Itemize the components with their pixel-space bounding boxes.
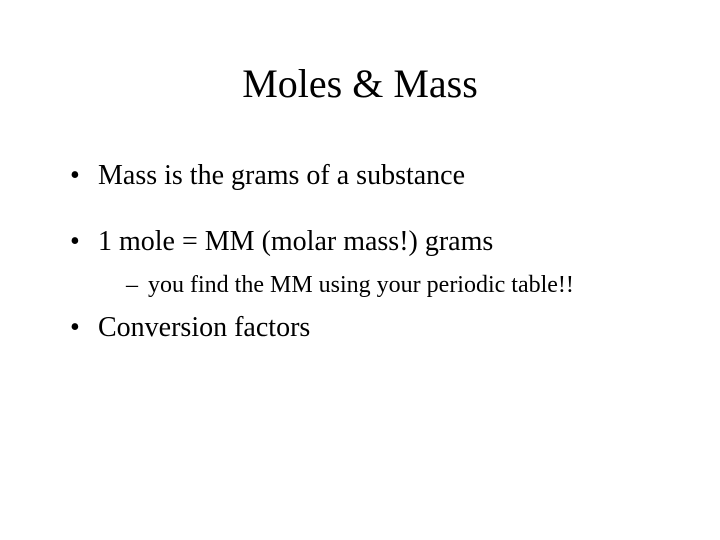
bullet-item: 1 mole = MM (molar mass!) grams you find… — [70, 223, 680, 301]
sub-bullet-item: you find the MM using your periodic tabl… — [126, 269, 680, 301]
bullet-text: Mass is the grams of a substance — [98, 160, 465, 191]
slide-container: Moles & Mass Mass is the grams of a subs… — [0, 0, 720, 540]
bullet-text: 1 mole = MM (molar mass!) grams — [98, 226, 493, 257]
bullet-list: Mass is the grams of a substance 1 mole … — [70, 157, 680, 347]
bullet-item: Mass is the grams of a substance — [70, 157, 680, 195]
sub-bullet-text: you find the MM using your periodic tabl… — [148, 272, 574, 298]
slide-title: Moles & Mass — [40, 60, 680, 107]
bullet-text: Conversion factors — [98, 312, 310, 343]
sub-bullet-list: you find the MM using your periodic tabl… — [126, 269, 680, 301]
bullet-item: Conversion factors — [70, 309, 680, 347]
